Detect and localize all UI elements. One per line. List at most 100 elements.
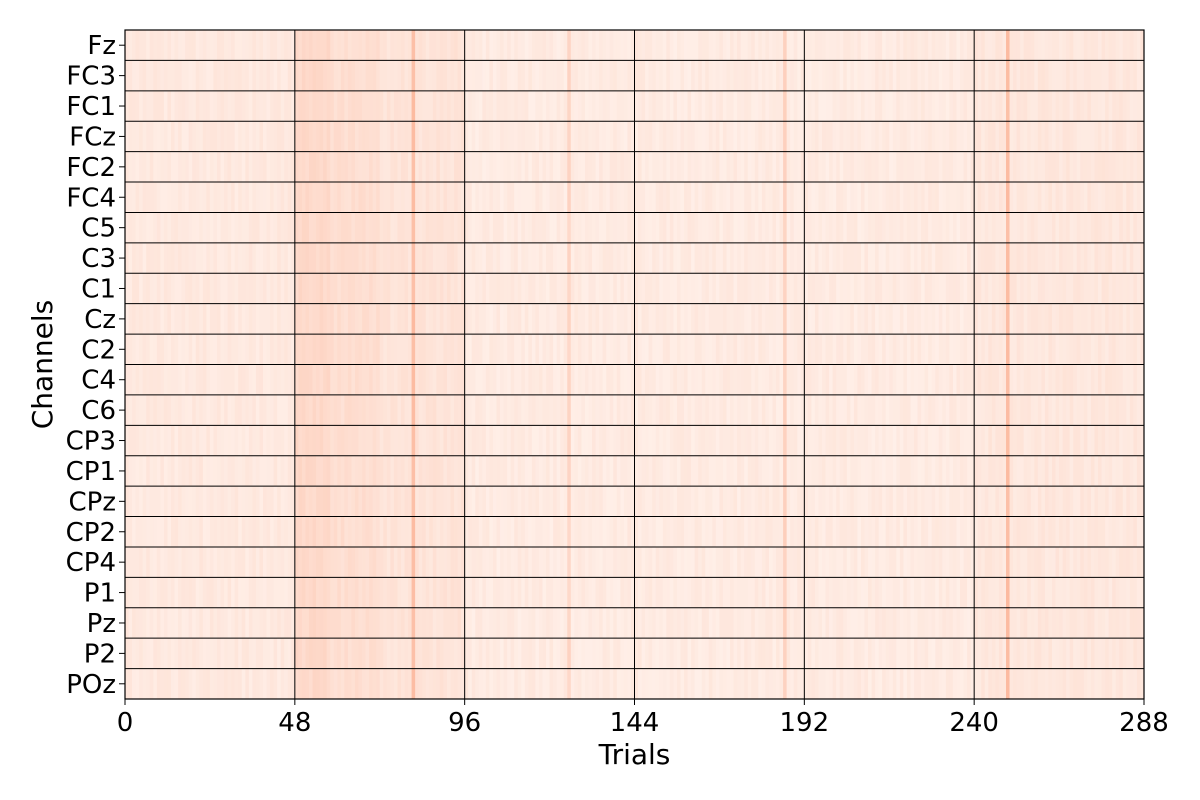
- heatmap-cell: [383, 242, 388, 274]
- heatmap-cell: [521, 151, 526, 183]
- heatmap-cell: [231, 546, 236, 578]
- heatmap-cell: [156, 30, 161, 61]
- heatmap-cell: [347, 394, 352, 426]
- heatmap-cell: [482, 516, 487, 548]
- heatmap-cell: [404, 242, 409, 274]
- heatmap-cell: [942, 90, 947, 122]
- heatmap-cell: [206, 273, 211, 305]
- heatmap-cell: [896, 212, 901, 244]
- heatmap-cell: [613, 455, 618, 487]
- heatmap-cell: [171, 546, 175, 578]
- heatmap-cell: [839, 212, 844, 244]
- heatmap-cell: [822, 242, 826, 274]
- heatmap-cell: [146, 151, 151, 183]
- heatmap-cell: [914, 516, 918, 548]
- heatmap-cell: [432, 121, 437, 153]
- heatmap-cell: [291, 516, 296, 548]
- heatmap-cell: [563, 486, 568, 517]
- heatmap-cell: [351, 303, 356, 335]
- heatmap-cell: [1016, 60, 1021, 92]
- heatmap-cell: [404, 516, 409, 548]
- heatmap-cell: [1133, 151, 1138, 183]
- heatmap-cell: [135, 546, 140, 578]
- heatmap-cell: [790, 151, 795, 183]
- heatmap-cell: [149, 364, 154, 396]
- heatmap-cell: [779, 182, 784, 213]
- heatmap-cell: [793, 394, 798, 426]
- heatmap-cell: [1087, 425, 1092, 457]
- heatmap-cell: [588, 151, 593, 183]
- heatmap-cell: [478, 60, 483, 92]
- heatmap-cell: [694, 242, 699, 274]
- heatmap-cell: [574, 455, 579, 487]
- heatmap-cell: [981, 364, 986, 396]
- heatmap-cell: [262, 151, 267, 183]
- heatmap-cell: [620, 212, 625, 244]
- heatmap-cell: [882, 90, 887, 122]
- heatmap-cell: [701, 394, 706, 426]
- heatmap-cell: [616, 486, 621, 517]
- heatmap-cell: [305, 90, 310, 122]
- heatmap-cell: [316, 273, 320, 305]
- heatmap-cell: [457, 273, 462, 305]
- heatmap-cell: [1059, 334, 1064, 365]
- heatmap-cell: [1076, 273, 1081, 305]
- heatmap-cell: [376, 242, 381, 274]
- heatmap-cell: [298, 455, 303, 487]
- heatmap-cell: [1041, 394, 1046, 426]
- heatmap-cell: [715, 182, 720, 213]
- heatmap-cell: [514, 151, 519, 183]
- heatmap-cell: [1087, 394, 1092, 426]
- heatmap-cell: [1044, 151, 1049, 183]
- heatmap-cell: [998, 273, 1003, 305]
- heatmap-cell: [1037, 425, 1042, 457]
- heatmap-cell: [500, 90, 504, 122]
- heatmap-cell: [669, 121, 674, 153]
- heatmap-cell: [489, 30, 494, 61]
- heatmap-cell: [846, 334, 851, 365]
- heatmap-cell: [981, 90, 986, 122]
- heatmap-cell: [1034, 425, 1039, 457]
- heatmap-cell: [294, 90, 299, 122]
- heatmap-cell: [730, 425, 734, 457]
- heatmap-cell: [429, 486, 434, 517]
- heatmap-cell: [991, 516, 996, 548]
- heatmap-cell: [680, 90, 685, 122]
- heatmap-cell: [404, 303, 409, 335]
- heatmap-cell: [216, 60, 221, 92]
- heatmap-cell: [602, 90, 607, 122]
- heatmap-cell: [694, 425, 699, 457]
- heatmap-cell: [153, 273, 158, 305]
- heatmap-cell: [450, 364, 455, 396]
- heatmap-cell: [376, 394, 381, 426]
- heatmap-cell: [475, 364, 480, 396]
- heatmap-cell: [1044, 60, 1049, 92]
- heatmap-cell: [620, 121, 625, 153]
- heatmap-cell: [754, 182, 759, 213]
- heatmap-cell: [949, 334, 954, 365]
- heatmap-cell: [149, 242, 154, 274]
- heatmap-cell: [1037, 364, 1042, 396]
- heatmap-cell: [765, 30, 770, 61]
- heatmap-cell: [199, 273, 204, 305]
- heatmap-cell: [496, 212, 501, 244]
- heatmap-cell: [599, 182, 604, 213]
- heatmap-cell: [351, 151, 356, 183]
- heatmap-cell: [967, 212, 972, 244]
- heatmap-cell: [786, 394, 791, 426]
- heatmap-cell: [386, 425, 391, 457]
- heatmap-cell: [553, 151, 558, 183]
- heatmap-cell: [740, 394, 745, 426]
- heatmap-cell: [630, 212, 635, 244]
- heatmap-cell: [436, 121, 441, 153]
- heatmap-cell: [754, 394, 759, 426]
- heatmap-cell: [797, 182, 802, 213]
- heatmap-cell: [931, 303, 936, 335]
- heatmap-cell: [354, 182, 359, 213]
- heatmap-cell: [294, 364, 299, 396]
- heatmap-cell: [489, 516, 494, 548]
- heatmap-cell: [181, 30, 186, 61]
- heatmap-cell: [418, 303, 423, 335]
- heatmap-cell: [1133, 242, 1138, 274]
- heatmap-cell: [362, 425, 366, 457]
